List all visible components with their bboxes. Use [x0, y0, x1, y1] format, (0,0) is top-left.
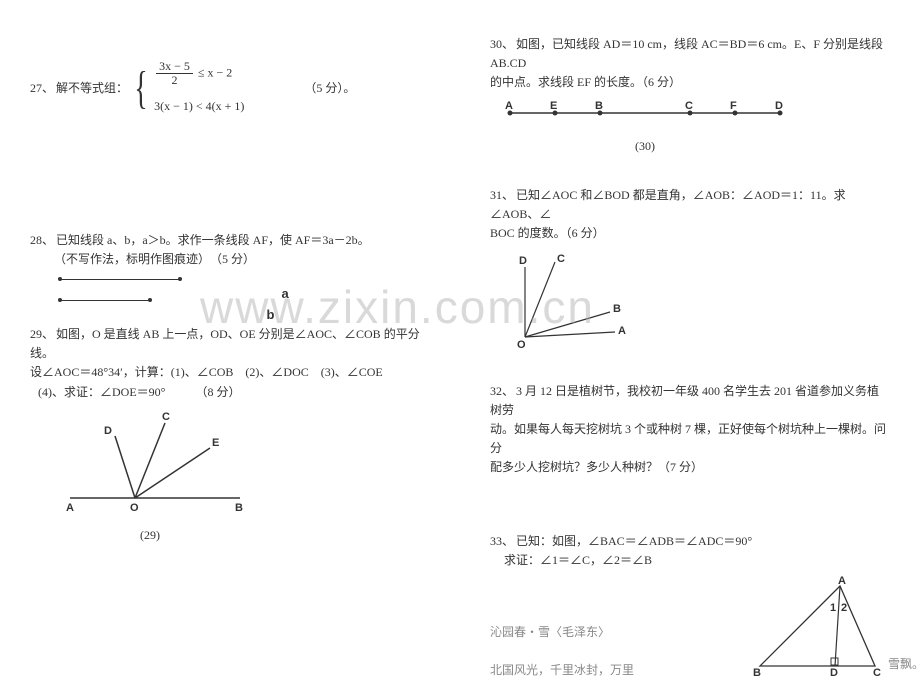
- triangle-diagram-icon: A B C D 1 2: [750, 576, 890, 676]
- line-segment-icon: A E B C F D: [500, 101, 800, 129]
- segment-a: [60, 279, 180, 280]
- q27-lead: 解不等式组：: [56, 79, 128, 98]
- svg-text:C: C: [873, 667, 881, 676]
- q32-line3: 配多少人挖树坑？多少人种树？（7 分）: [490, 458, 890, 477]
- svg-text:2: 2: [841, 602, 847, 614]
- svg-text:B: B: [613, 303, 621, 315]
- angle-diagram-icon: O D C B A: [500, 252, 650, 352]
- q31-line1: 已知∠AOC 和∠BOD 都是直角，∠AOB：∠AOD＝1：11。求∠AOB、∠: [490, 188, 846, 221]
- svg-text:C: C: [557, 253, 565, 265]
- svg-text:E: E: [212, 437, 219, 449]
- q31-line2: BOC 的度数。（6 分）: [490, 224, 890, 243]
- q29: 29、如图，O 是直线 AB 上一点，OD、OE 分别是∠AOC、∠COB 的平…: [30, 325, 430, 528]
- q27-points: （5 分）。: [304, 79, 355, 98]
- q31-figure: O D C B A: [500, 252, 890, 358]
- q33-line1: 已知：如图，∠BAC＝∠ADB＝∠ADC＝90°: [516, 534, 752, 548]
- q28-line1: 已知线段 a、b，a＞b。求作一条线段 AF，使 AF＝3a－2b。: [56, 233, 370, 247]
- right-column: 30、如图，已知线段 AD＝10 cm，线段 AC＝BD＝6 cm。E、F 分别…: [460, 0, 920, 633]
- svg-text:B: B: [753, 667, 761, 676]
- q32-number: 32、: [490, 384, 514, 398]
- q30-line1: 如图，已知线段 AD＝10 cm，线段 AC＝BD＝6 cm。E、F 分别是线段…: [490, 37, 883, 70]
- q27-row2: 3(x − 1) < 4(x + 1): [154, 97, 244, 116]
- q29-line1: 如图，O 是直线 AB 上一点，OD、OE 分别是∠AOC、∠COB 的平分线。: [30, 327, 420, 360]
- q27-system: { 3x − 5 2 ≤ x − 2 3(x − 1) < 4(x + 1): [128, 60, 244, 117]
- gray-line1: 沁园春・雪〈毛泽东〉: [490, 620, 750, 644]
- q31: 31、已知∠AOC 和∠BOD 都是直角，∠AOB：∠AOD＝1：11。求∠AO…: [490, 186, 890, 358]
- q29-figure: A B O C D E (29): [60, 408, 260, 528]
- brace-icon: {: [134, 65, 147, 111]
- pt-A: A: [505, 100, 513, 116]
- svg-text:A: A: [66, 502, 74, 514]
- svg-text:B: B: [595, 100, 603, 112]
- svg-text:E: E: [550, 100, 557, 112]
- q27-number: 27、: [30, 79, 54, 98]
- q30-number: 30、: [490, 37, 514, 51]
- q28-line2: （不写作法，标明作图痕迹） （5 分）: [54, 250, 430, 269]
- svg-text:D: D: [775, 100, 783, 112]
- svg-text:F: F: [730, 100, 737, 112]
- q32-line1: 3 月 12 日是植树节，我校初一年级 400 名学生去 201 省道参加义务植…: [490, 384, 879, 417]
- q31-number: 31、: [490, 188, 514, 202]
- svg-text:B: B: [235, 502, 243, 514]
- q30-caption: (30): [500, 137, 790, 156]
- q27-row1: 3x − 5 2 ≤ x − 2: [154, 60, 244, 87]
- q33: 33、已知：如图，∠BAC＝∠ADB＝∠ADC＝90° 求证：∠1＝∠C，∠2＝…: [490, 532, 890, 682]
- q27: 27、 解不等式组： { 3x − 5 2 ≤ x − 2 3(x − 1) <…: [30, 60, 430, 117]
- segment-a-label: a: [282, 284, 289, 305]
- q28: 28、已知线段 a、b，a＞b。求作一条线段 AF，使 AF＝3a－2b。 （不…: [30, 231, 430, 301]
- svg-text:O: O: [517, 339, 526, 351]
- q30: 30、如图，已知线段 AD＝10 cm，线段 AC＝BD＝6 cm。E、F 分别…: [490, 35, 890, 156]
- fraction: 3x − 5 2: [156, 60, 193, 87]
- q30-figure: A E B C F D (30): [500, 101, 890, 156]
- segment-b-label: b: [267, 305, 275, 326]
- q28-figure: a b: [60, 279, 430, 301]
- q29-line3: (4)、求证：∠DOE＝90° （8 分）: [38, 383, 430, 402]
- svg-text:C: C: [685, 100, 693, 112]
- q33-number: 33、: [490, 534, 514, 548]
- left-column: 27、 解不等式组： { 3x − 5 2 ≤ x − 2 3(x − 1) <…: [0, 0, 460, 633]
- svg-text:A: A: [838, 576, 846, 587]
- svg-text:1: 1: [830, 602, 836, 614]
- svg-text:A: A: [505, 100, 513, 112]
- gray-line2-left: 北国风光，千里冰封，万里: [490, 663, 634, 677]
- q33-figure: A B C D 1 2 雪飘。: [750, 576, 890, 682]
- q32: 32、3 月 12 日是植树节，我校初一年级 400 名学生去 201 省道参加…: [490, 382, 890, 478]
- q30-line2: 的中点。求线段 EF 的长度。（6 分）: [490, 73, 890, 92]
- q32-line2: 动。如果每人每天挖树坑 3 个或种树 7 棵，正好使每个树坑种上一棵树。问分: [490, 420, 890, 458]
- q33-gray-text: 沁园春・雪〈毛泽东〉 北国风光，千里冰封，万里: [490, 610, 750, 682]
- q29-line2: 设∠AOC＝48°34′，计算：(1)、∠COB (2)、∠DOC (3)、∠C…: [30, 363, 430, 382]
- svg-text:D: D: [104, 425, 112, 437]
- q29-number: 29、: [30, 327, 54, 341]
- gray-line2-right: 雪飘。: [888, 655, 920, 674]
- svg-text:C: C: [162, 411, 170, 423]
- svg-text:O: O: [130, 502, 139, 514]
- svg-text:D: D: [519, 255, 527, 267]
- svg-text:D: D: [830, 667, 838, 676]
- q29-caption: (29): [60, 526, 240, 545]
- q28-number: 28、: [30, 233, 54, 247]
- q33-line2: 求证：∠1＝∠C，∠2＝∠B: [504, 551, 890, 570]
- svg-text:A: A: [618, 325, 626, 337]
- segment-b: [60, 300, 150, 301]
- angle-diagram-icon: A B O C D E: [60, 408, 260, 518]
